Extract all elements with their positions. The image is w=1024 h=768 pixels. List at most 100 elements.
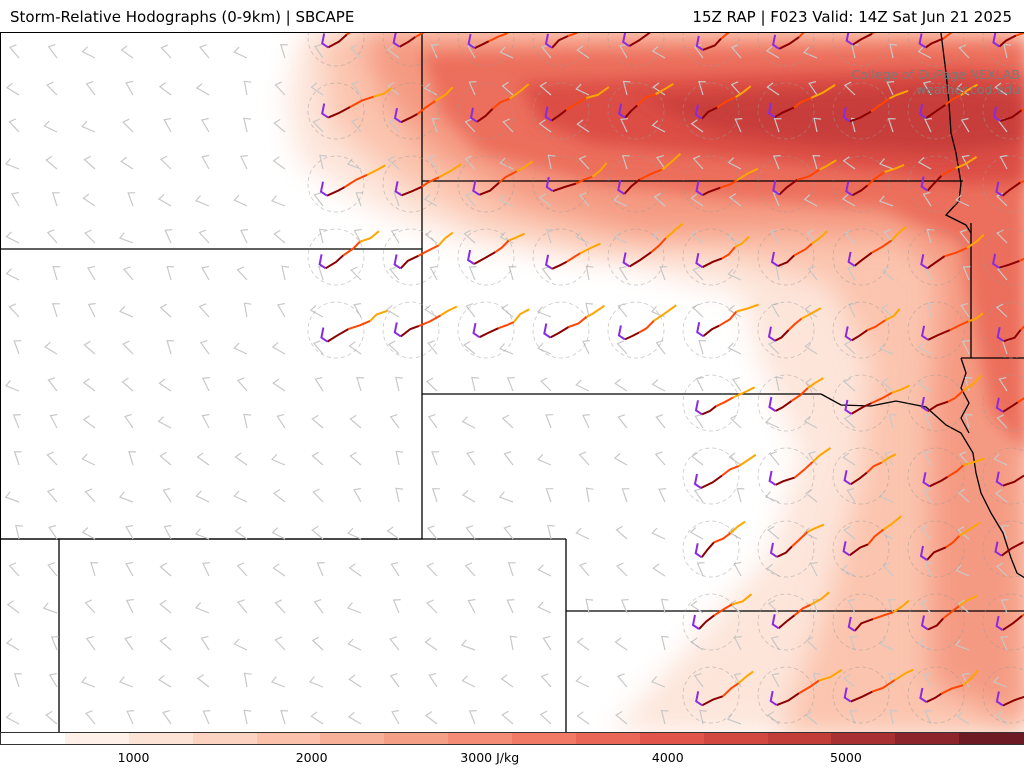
wind-barb — [995, 303, 1008, 318]
wind-barb — [499, 343, 514, 355]
wind-barb — [620, 599, 629, 614]
wind-barb — [239, 229, 248, 244]
wind-barb — [500, 674, 514, 688]
wind-barb — [386, 45, 400, 59]
hodograph — [695, 670, 754, 707]
hodograph-ring — [457, 301, 515, 359]
hodograph — [995, 397, 1024, 413]
wind-barb — [162, 710, 172, 725]
wind-barb — [424, 304, 438, 318]
wind-barb — [8, 44, 20, 59]
wind-barb — [466, 451, 476, 466]
hodograph-ring — [832, 228, 890, 286]
wind-barb — [1000, 636, 1009, 651]
colorbar-tick-label: 2000 — [295, 750, 328, 765]
wind-barb — [576, 119, 590, 133]
wind-barb — [464, 562, 476, 577]
hodograph-ring — [757, 301, 815, 359]
wind-barb — [923, 672, 932, 688]
hodograph-ring — [757, 666, 815, 724]
wind-barb — [389, 673, 400, 688]
wind-barb — [499, 46, 514, 59]
wind-barb — [314, 376, 324, 392]
wind-barb — [314, 44, 324, 59]
wind-barb — [693, 488, 704, 503]
wind-barb — [159, 303, 172, 318]
hodograph-ring — [832, 520, 890, 578]
hodograph — [995, 471, 1024, 487]
wind-barb — [764, 491, 780, 503]
hodograph-ring — [757, 447, 815, 505]
hodograph — [466, 232, 525, 265]
hodograph-ring — [607, 33, 665, 67]
hodograph-ring — [982, 593, 1024, 651]
wind-barb — [428, 673, 438, 688]
wind-barb — [660, 598, 669, 614]
wind-barb — [727, 527, 742, 540]
wind-barb — [922, 191, 932, 207]
wind-barb — [843, 340, 856, 355]
wind-barb — [849, 636, 858, 651]
wind-barb — [994, 82, 1008, 96]
wind-barb — [728, 193, 742, 207]
wind-barb — [158, 82, 172, 96]
wind-barb — [160, 44, 172, 59]
title-bar: Storm-Relative Hodographs (0-9km) | SBCA… — [0, 0, 1024, 32]
wind-barb — [924, 710, 933, 725]
wind-barb — [618, 265, 628, 281]
hodograph-ring — [682, 666, 740, 724]
wind-barb — [656, 155, 666, 170]
wind-barb — [998, 376, 1008, 392]
wind-barb — [575, 675, 590, 688]
wind-barb — [200, 117, 210, 133]
wind-barb — [962, 266, 971, 281]
colorbar-segment-6 — [384, 733, 449, 744]
hodograph-ring — [832, 301, 890, 359]
wind-barb — [125, 80, 134, 96]
wind-barb — [236, 266, 248, 281]
wind-barb — [272, 563, 286, 577]
wind-barb — [887, 599, 896, 614]
hodograph — [845, 33, 875, 46]
wind-barb — [993, 453, 1008, 466]
wind-barb — [5, 268, 20, 281]
wind-barb — [13, 451, 22, 466]
wind-barb — [201, 376, 210, 392]
hodograph-ring — [682, 228, 740, 286]
wind-barb — [387, 155, 400, 170]
wind-barb — [86, 265, 96, 281]
wind-barb — [651, 120, 666, 133]
wind-barb — [734, 118, 743, 133]
wind-barb — [118, 232, 134, 244]
hodograph-ring — [307, 301, 365, 359]
wind-barb — [310, 711, 324, 725]
wind-barb — [881, 377, 894, 392]
wind-barb — [539, 710, 552, 725]
hodograph — [769, 523, 825, 558]
wind-barb — [276, 302, 286, 318]
wind-barb — [536, 306, 552, 318]
hodograph-ring — [682, 447, 740, 505]
hodograph — [617, 304, 677, 341]
wind-barb — [659, 266, 668, 281]
wind-barb — [995, 562, 1008, 577]
wind-barb — [922, 487, 932, 503]
hodograph-ring — [832, 33, 890, 67]
wind-barb — [655, 414, 666, 429]
hodograph-ring — [832, 593, 890, 651]
wind-barb — [128, 450, 137, 466]
wind-barb — [468, 266, 477, 281]
wind-barb — [274, 81, 286, 96]
wind-barb — [159, 451, 172, 466]
wind-barb — [243, 413, 252, 429]
wind-barb — [847, 598, 856, 614]
wind-barb — [773, 118, 782, 133]
wind-barb — [423, 83, 438, 96]
wind-barb — [120, 45, 134, 59]
hodograph — [544, 86, 610, 122]
wind-barb — [355, 192, 364, 207]
wind-barb — [692, 266, 704, 281]
map-panel[interactable]: College of DuPage NEXLAB weather.cod.edu — [0, 32, 1024, 732]
wind-barb — [502, 118, 514, 133]
wind-barb — [199, 340, 210, 355]
